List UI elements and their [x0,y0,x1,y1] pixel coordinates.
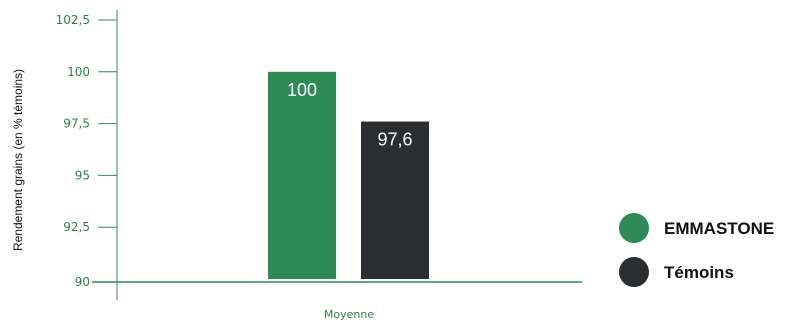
legend-swatch-temoins [619,257,649,287]
y-tick-label: 92,5 [63,220,90,234]
bars: 100 97,6 [268,71,429,279]
y-tick-label: 95 [75,168,90,182]
y-tick-label: 100 [67,65,90,79]
y-axis-label: Rendement grains (en % témoins) [11,69,25,251]
legend-label-temoins: Témoins [664,263,734,282]
y-tick-label: 97,5 [63,117,90,131]
x-category-label: Moyenne [324,308,374,321]
y-tick-label: 102,5 [56,13,90,27]
legend: EMMASTONE Témoins [619,213,774,287]
legend-swatch-emmastone [619,213,649,243]
legend-label-emmastone: EMMASTONE [664,219,774,238]
bar-value-label: 100 [287,80,317,100]
bar-temoins [361,121,429,279]
y-tick-label: 90 [75,275,90,289]
y-axis-ticks: 90 92,5 95 97,5 100 102,5 [56,13,117,289]
bar-emmastone [268,71,336,279]
bar-value-label: 97,6 [377,130,412,150]
